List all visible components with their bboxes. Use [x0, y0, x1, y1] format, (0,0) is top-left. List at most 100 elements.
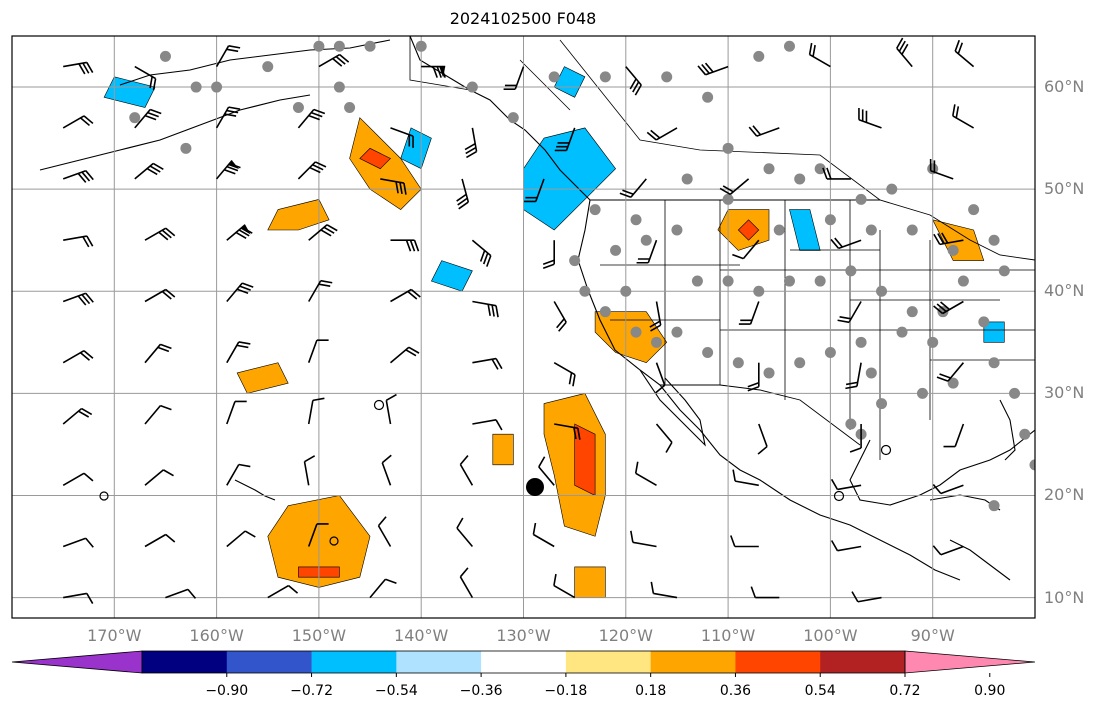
station-dot: [180, 142, 192, 154]
lon-label: 110°W: [700, 626, 756, 645]
wind-barb: [267, 584, 299, 599]
wind-barb: [524, 178, 545, 203]
contour-patch: [359, 147, 392, 170]
wind-barb: [63, 61, 94, 75]
lon-label: 120°W: [598, 626, 653, 645]
wind-barb: [303, 455, 316, 486]
station-dot: [548, 71, 560, 83]
wind-barb: [553, 573, 576, 599]
station-dot: [722, 142, 734, 154]
colorbar-label: −0.72: [290, 683, 333, 699]
wind-barb: [542, 240, 556, 269]
wind-barb: [830, 478, 862, 491]
wind-barb: [62, 292, 94, 306]
station-dot: [313, 40, 325, 52]
station-dot: [661, 71, 673, 83]
wind-barb: [456, 178, 470, 210]
station-dot: [906, 224, 918, 236]
station-dot: [947, 377, 959, 389]
station-dot: [773, 224, 785, 236]
wind-barb: [719, 178, 750, 196]
station-dot: [978, 316, 990, 328]
wind-barb: [730, 535, 759, 548]
colorbar-label: −0.18: [544, 683, 588, 699]
wind-barb: [421, 65, 446, 78]
wind-barb: [389, 346, 420, 364]
station-dot: [599, 71, 611, 83]
map-frame: [11, 35, 1036, 619]
colorbar-label: −0.90: [205, 683, 249, 699]
station-dot: [671, 224, 683, 236]
station-dot: [763, 163, 775, 175]
wind-barb: [456, 517, 474, 548]
wind-barb: [646, 127, 678, 141]
station-dot: [763, 367, 775, 379]
station-dot: [1019, 428, 1031, 440]
wind-barb: [165, 588, 197, 599]
open-circle-marker: [99, 491, 109, 501]
wind-barb: [655, 423, 673, 453]
station-dot: [579, 285, 591, 297]
station-dot: [876, 398, 888, 410]
coastline-florida: [999, 399, 1016, 461]
lat-label: 60°N: [1044, 77, 1085, 97]
colorbar-extend-high: [904, 650, 1036, 674]
station-dot: [947, 244, 959, 256]
lat-label: 20°N: [1044, 485, 1085, 505]
wind-barb: [554, 423, 581, 440]
station-dot: [640, 234, 652, 246]
station-dot: [344, 101, 356, 113]
station-dot: [783, 40, 795, 52]
station-dot: [916, 387, 928, 399]
wind-barb: [750, 586, 780, 599]
contour-patch: [932, 219, 985, 261]
wind-barb: [318, 53, 350, 68]
station-dot: [722, 193, 734, 205]
wind-barb: [369, 578, 397, 599]
wind-barb: [933, 232, 964, 246]
station-dot: [876, 285, 888, 297]
station-dot: [753, 50, 765, 62]
wind-barb: [62, 115, 94, 129]
wind-barb: [634, 461, 657, 486]
wind-barb: [845, 362, 862, 390]
wind-barb: [472, 419, 503, 431]
wind-barb: [625, 66, 642, 96]
colorbar: [11, 650, 1036, 677]
wind-barb: [63, 592, 94, 604]
wind-barb: [134, 162, 164, 180]
contour-patch: [574, 566, 606, 598]
wind-barb: [215, 160, 241, 180]
lat-label: 40°N: [1044, 281, 1085, 301]
station-dot: [783, 275, 795, 287]
wind-barb: [297, 108, 326, 129]
lon-label: 130°W: [496, 626, 551, 645]
colorbar-label: 0.54: [804, 683, 836, 699]
lon-label: 150°W: [291, 626, 347, 645]
station-dot: [702, 91, 714, 103]
wind-barb: [459, 567, 474, 598]
wind-barb: [307, 339, 329, 363]
colorbar-segment: [481, 651, 567, 673]
wind-barb: [226, 224, 253, 241]
station-dot: [794, 357, 806, 369]
station-dot: [415, 40, 427, 52]
colorbar-label: −0.36: [459, 683, 503, 699]
open-circle-marker: [833, 490, 845, 502]
tropical-center-marker: [526, 478, 544, 496]
wind-barb: [385, 393, 397, 425]
wind-barb: [307, 397, 325, 425]
station-dot: [824, 347, 836, 359]
colorbar-label: 0.90: [974, 683, 1006, 699]
colorbar-label: 0.72: [889, 683, 921, 699]
colorbar-segment: [820, 651, 906, 673]
wind-barb: [503, 66, 525, 90]
station-dot: [1029, 459, 1035, 471]
wind-barb: [933, 300, 964, 315]
wind-barb: [936, 362, 965, 382]
wind-barb: [943, 423, 965, 448]
station-dot: [333, 40, 345, 52]
wind-barb: [757, 423, 768, 455]
wind-barb: [697, 62, 729, 76]
coastline-hawaii: [234, 479, 276, 501]
